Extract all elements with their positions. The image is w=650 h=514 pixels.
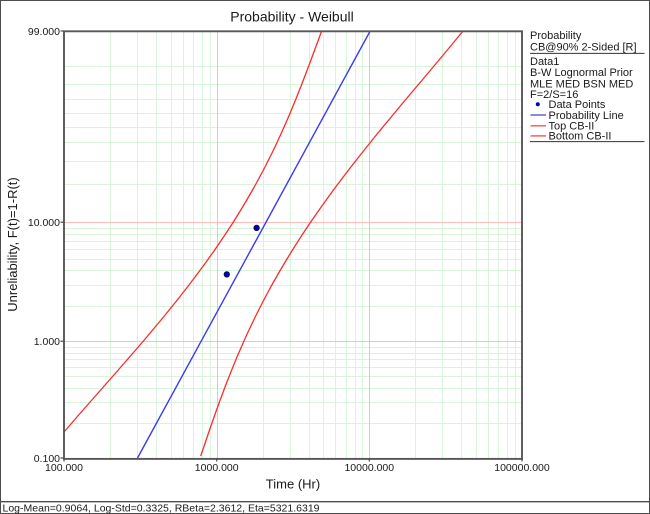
- svg-text:1.000: 1.000: [34, 336, 60, 348]
- svg-text:Probability Line: Probability Line: [549, 110, 624, 122]
- svg-text:Data1: Data1: [530, 56, 559, 68]
- svg-text:1000.000: 1000.000: [195, 462, 239, 474]
- svg-text:Log-Mean=0.9064, Log-Std=0.332: Log-Mean=0.9064, Log-Std=0.3325, RBeta=2…: [3, 502, 320, 514]
- svg-text:Time (Hr): Time (Hr): [266, 477, 320, 492]
- svg-text:100000.000: 100000.000: [494, 462, 550, 474]
- svg-text:Probability: Probability: [530, 30, 582, 42]
- svg-text:F=2/S=16: F=2/S=16: [530, 89, 578, 101]
- svg-text:B-W Lognormal Prior: B-W Lognormal Prior: [530, 67, 633, 79]
- svg-text:10000.000: 10000.000: [344, 462, 394, 474]
- svg-text:CB@90% 2-Sided [R]: CB@90% 2-Sided [R]: [530, 41, 637, 53]
- svg-text:Unreliability, F(t)=1-R(t): Unreliability, F(t)=1-R(t): [5, 177, 20, 311]
- svg-text:Probability - Weibull: Probability - Weibull: [230, 9, 353, 25]
- svg-text:99.000: 99.000: [28, 26, 60, 38]
- svg-text:MLE MED BSN MED: MLE MED BSN MED: [530, 78, 633, 90]
- svg-text:Bottom CB-II: Bottom CB-II: [549, 131, 612, 143]
- svg-text:Data Points: Data Points: [549, 99, 606, 111]
- svg-text:10.000: 10.000: [28, 217, 60, 229]
- svg-text:100.000: 100.000: [45, 462, 83, 474]
- svg-text:Top CB-II: Top CB-II: [549, 121, 595, 133]
- svg-text:0.100: 0.100: [34, 453, 60, 465]
